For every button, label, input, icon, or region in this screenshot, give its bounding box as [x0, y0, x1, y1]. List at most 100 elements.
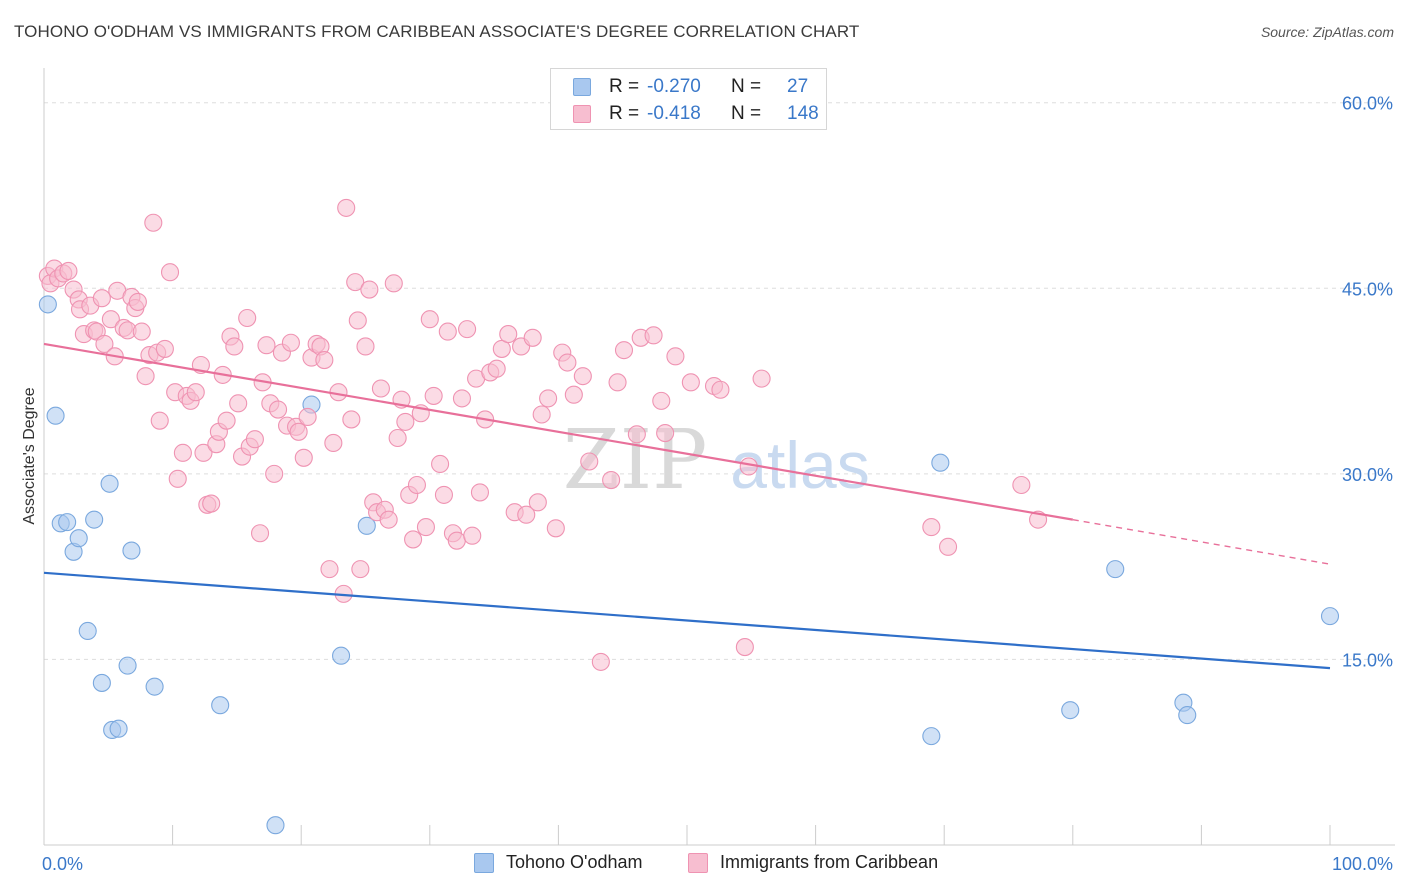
caribbean-point: [144, 213, 163, 232]
caribbean-point: [420, 310, 439, 329]
caribbean-point: [371, 379, 390, 398]
tohono-point: [78, 621, 97, 641]
caribbean-point: [128, 292, 147, 311]
caribbean-point: [194, 443, 213, 462]
caribbean-point: [388, 428, 407, 448]
caribbean-point: [202, 494, 221, 513]
chart-title: TOHONO O'ODHAM VS IMMIGRANTS FROM CARIBB…: [14, 22, 860, 41]
caribbean-swatch: [688, 853, 708, 873]
tohono-swatch: [474, 853, 494, 873]
tohono-point: [58, 513, 77, 532]
watermark: ZIP atlas: [563, 413, 870, 508]
caribbean-point: [101, 310, 120, 329]
legend-label: Immigrants from Caribbean: [720, 852, 939, 872]
caribbean-point: [351, 560, 370, 579]
tohono-point: [931, 453, 950, 472]
caribbean-swatch: [573, 105, 591, 123]
caribbean-point: [470, 483, 490, 502]
caribbean-point: [407, 475, 426, 495]
caribbean-point: [539, 389, 558, 408]
caribbean-point: [602, 471, 621, 490]
caribbean-point: [360, 280, 379, 299]
caribbean-point: [348, 311, 367, 330]
tohono-point: [46, 406, 65, 425]
caribbean-point: [499, 325, 518, 344]
caribbean-point: [173, 443, 192, 462]
caribbean-point: [404, 530, 423, 549]
tohono-point: [85, 510, 104, 529]
caribbean-point: [160, 263, 180, 282]
caribbean-point: [739, 457, 758, 476]
caribbean-point: [324, 433, 343, 452]
caribbean-point: [132, 322, 151, 341]
caribbean-points: [38, 198, 1048, 671]
caribbean-point: [298, 407, 317, 427]
tohono-point: [1106, 560, 1125, 579]
tohono-point: [1178, 706, 1197, 725]
tohono-point: [332, 646, 351, 665]
caribbean-point: [155, 339, 174, 358]
tohono-point: [69, 529, 88, 548]
tohono-point: [118, 656, 137, 675]
caribbean-point: [92, 289, 111, 308]
caribbean-trend-line: [43, 342, 1073, 521]
caribbean-point: [150, 411, 169, 430]
tohono-point: [109, 719, 128, 738]
tohono-point: [1061, 701, 1080, 720]
y-axis-title: Associate's Degree: [21, 387, 38, 524]
y-tick-label: 15.0%: [1342, 650, 1393, 670]
caribbean-point: [416, 518, 435, 537]
r-value: -0.270: [647, 76, 701, 97]
caribbean-point: [752, 369, 771, 388]
caribbean-point: [229, 394, 248, 413]
caribbean-point: [337, 198, 356, 217]
caribbean-point: [558, 353, 577, 372]
caribbean-point: [294, 448, 313, 467]
caribbean-point: [136, 367, 155, 386]
caribbean-point: [320, 560, 339, 579]
caribbean-point: [356, 337, 375, 356]
caribbean-point: [217, 411, 236, 430]
caribbean-point: [342, 410, 361, 429]
r-label: R =: [609, 76, 640, 97]
caribbean-point: [939, 537, 958, 556]
tohono-trend-line: [43, 571, 1331, 670]
caribbean-point: [580, 452, 599, 471]
caribbean-point: [546, 519, 565, 538]
caribbean-point: [532, 405, 551, 424]
caribbean-point: [168, 469, 187, 488]
stats-legend: R = -0.270 N = 27 R = -0.418 N = 148: [550, 68, 827, 130]
trend-lines: [43, 342, 1331, 670]
caribbean-point: [315, 351, 334, 370]
caribbean-point: [458, 320, 477, 339]
x-tick-label: 100.0%: [1332, 854, 1393, 874]
caribbean-point: [452, 389, 472, 408]
caribbean-point: [257, 336, 276, 355]
caribbean-point: [517, 505, 536, 524]
caribbean-point: [434, 485, 453, 504]
r-value: -0.418: [647, 103, 701, 124]
tohono-point: [357, 516, 376, 535]
caribbean-point: [463, 526, 482, 545]
caribbean-point: [238, 308, 257, 328]
source-credit: Source: ZipAtlas.com: [1260, 24, 1394, 40]
caribbean-point: [922, 518, 941, 537]
caribbean-point: [1012, 475, 1031, 495]
caribbean-point: [250, 524, 270, 543]
caribbean-point: [396, 412, 415, 431]
n-label: N =: [731, 103, 762, 124]
tohono-point: [145, 677, 164, 696]
legend-label: Tohono O'odham: [506, 852, 643, 872]
tohono-point: [211, 696, 230, 715]
caribbean-point: [281, 333, 300, 352]
caribbean-point: [627, 425, 646, 444]
caribbean-point: [95, 334, 114, 354]
n-value: 148: [787, 103, 819, 124]
caribbean-point: [528, 493, 547, 512]
caribbean-point: [289, 422, 308, 441]
caribbean-point: [614, 341, 634, 360]
caribbean-point: [591, 652, 610, 671]
caribbean-point: [735, 638, 754, 657]
caribbean-point: [644, 326, 663, 345]
